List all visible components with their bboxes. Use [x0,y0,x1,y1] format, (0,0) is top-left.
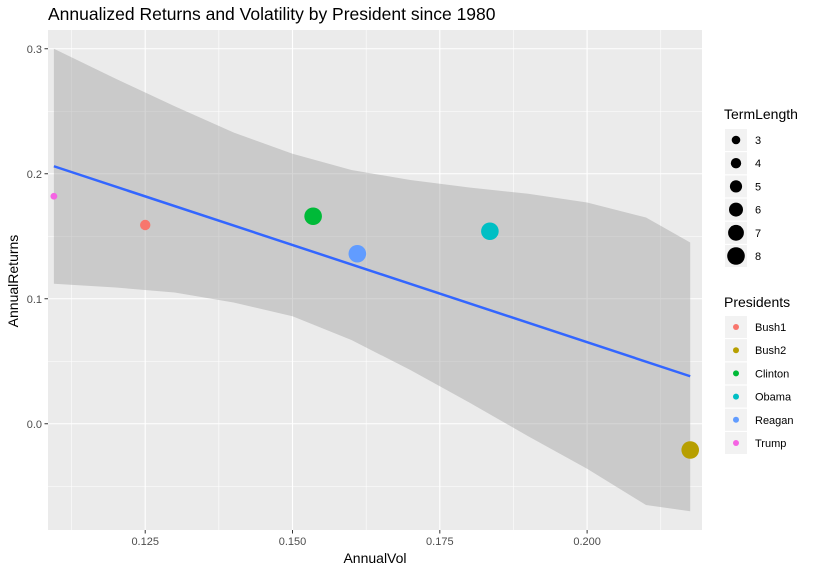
panel-background [48,30,702,530]
point-reagan [348,244,367,263]
x-tick-label: 0.200 [573,536,601,548]
legend-color-dot [733,416,739,423]
legend-color-label: Bush1 [755,322,786,334]
legend-color-label: Bush2 [755,345,786,357]
legend-color-dot [733,324,739,330]
legend-size-dot [728,224,744,241]
legend-size-label: 3 [755,135,761,147]
y-tick-label: 0.1 [27,294,42,306]
legend-color-title: Presidents [724,294,790,310]
legend-color-dot [733,347,739,354]
chart-title: Annualized Returns and Volatility by Pre… [48,4,496,24]
legend-size-dot [729,202,743,217]
point-bush1 [140,219,151,231]
legend-color-dot [733,440,739,446]
legend-color-label: Trump [755,438,786,450]
plot-panel [48,30,702,530]
legend-size-label: 7 [755,228,761,240]
legend-color-dot [733,370,739,377]
legend-size-label: 5 [755,181,761,193]
legend-size-label: 4 [755,158,761,170]
point-trump [50,192,58,200]
y-tick-label: 0.0 [27,419,42,431]
x-tick-label: 0.150 [279,536,307,548]
point-bush2 [681,441,700,459]
y-tick-label: 0.2 [27,169,42,181]
legend-color-dot [733,393,739,400]
legend-size-dot [730,158,742,169]
point-clinton [304,207,322,226]
x-axis-title: AnnualVol [343,550,406,566]
legend-size-dot [729,180,743,193]
legend-color-label: Obama [755,392,792,404]
x-tick-label: 0.125 [131,536,159,548]
legend-color-label: Clinton [755,368,789,380]
legend-size-dot [731,135,741,145]
y-axis-title: AnnualReturns [5,235,21,328]
legend-size-label: 6 [755,205,761,217]
legend-size-title: TermLength [724,106,798,122]
legend-color-label: Reagan [755,415,794,427]
legend-size-label: 8 [755,251,761,263]
confidence-ribbon [53,48,691,512]
y-tick-label: 0.3 [27,44,42,56]
legends: TermLength 3 4 5 6 7 8 Presidents Bush1 Bush2 Clin… [724,106,798,454]
legend-size-dot [727,247,745,265]
x-tick-label: 0.175 [426,536,454,548]
point-obama [481,222,499,241]
regression-line [53,165,691,378]
